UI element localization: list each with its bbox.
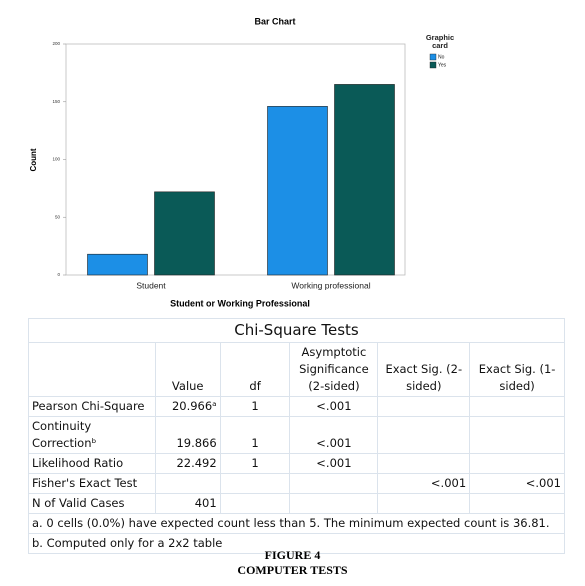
table-row: N of Valid Cases 401 <box>28 493 565 514</box>
header-row: Value df Asymptotic Significance (2-sided)… <box>28 342 565 397</box>
table-cell: 20.966ᵃ <box>154 396 221 417</box>
legend-swatch <box>429 61 437 69</box>
caption-line: FIGURE 4 <box>264 548 321 562</box>
table-cell <box>377 493 471 514</box>
table-cell: 1 <box>219 453 291 474</box>
caption-line: COMPUTER TESTS <box>237 563 348 577</box>
y-axis-label: Count <box>29 148 38 171</box>
figure-caption: FIGURE 4 COMPUTER TESTS <box>0 548 585 578</box>
table-cell: N of Valid Cases <box>28 493 156 514</box>
footnote: a. 0 cells (0.0%) have expected count le… <box>28 513 565 534</box>
y-tick-label: 100 <box>52 157 60 162</box>
header-cell: df <box>219 342 291 397</box>
table-cell: <.001 <box>377 473 471 494</box>
title-row: Chi-Square Tests <box>28 318 565 343</box>
table-cell: <.001 <box>289 453 379 474</box>
table-cell <box>289 493 379 514</box>
bar <box>87 253 148 276</box>
header-cell: Exact Sig. (2-sided) <box>377 342 471 397</box>
legend-label: Yes <box>438 62 447 68</box>
table-cell: <.001 <box>289 416 379 454</box>
chart: Bar Chart Student or Working Professiona… <box>29 16 454 308</box>
table-cell <box>377 453 471 474</box>
table-cell <box>377 396 471 417</box>
header-cell: Value <box>154 342 221 397</box>
y-tick-label: 150 <box>52 99 60 104</box>
header-cell <box>28 342 156 397</box>
legend-swatch <box>429 53 437 61</box>
header-cell: Exact Sig. (1-sided) <box>469 342 565 397</box>
table-row: Continuity Correctionᵇ 19.866 1 <.001 <box>28 416 565 454</box>
x-tick-label: Working professional <box>291 280 370 290</box>
legend-title: Graphic card <box>426 33 454 50</box>
table-cell: Continuity Correctionᵇ <box>28 416 156 454</box>
x-tick-label: Student <box>136 280 166 290</box>
y-tick-label: 50 <box>55 214 61 219</box>
table-row: Likelihood Ratio 22.492 1 <.001 <box>28 453 565 474</box>
table-cell <box>469 416 565 454</box>
table-cell: <.001 <box>289 396 379 417</box>
footnote-row: b. Computed only for a 2x2 table <box>28 533 565 554</box>
table-cell <box>219 493 291 514</box>
table-row: Pearson Chi-Square 20.966ᵃ 1 <.001 <box>28 396 565 417</box>
chart-title: Bar Chart <box>254 16 295 26</box>
table-cell: <.001 <box>469 473 565 494</box>
table-cell: 1 <box>219 416 291 454</box>
header-cell: Asymptotic Significance (2-sided) <box>289 342 379 397</box>
table-cell <box>469 396 565 417</box>
table-title: Chi-Square Tests <box>28 318 565 343</box>
legend-label: No <box>438 54 445 60</box>
table-cell: 401 <box>154 493 221 514</box>
table-cell: 19.866 <box>154 416 221 454</box>
table-cell <box>219 473 291 494</box>
table-cell: 1 <box>219 396 291 417</box>
footnote: b. Computed only for a 2x2 table <box>28 533 565 554</box>
table-cell: Likelihood Ratio <box>28 453 156 474</box>
bar <box>334 84 395 276</box>
bar <box>267 106 328 276</box>
footnote-row: a. 0 cells (0.0%) have expected count le… <box>28 513 565 534</box>
table-cell: 22.492 <box>154 453 221 474</box>
table-cell <box>469 493 565 514</box>
x-axis-label: Student or Working Professional <box>170 298 310 308</box>
y-tick-label: 0 <box>57 272 60 277</box>
table-cell <box>469 453 565 474</box>
table-cell <box>154 473 221 494</box>
y-tick-label: 200 <box>52 41 60 46</box>
table-cell <box>289 473 379 494</box>
table-cell <box>377 416 471 454</box>
table-cell: Fisher's Exact Test <box>28 473 156 494</box>
table-row: Fisher's Exact Test <.001 <.001 <box>28 473 565 494</box>
chi-square-table: Chi-Square Tests Value df Asymptotic Signif… <box>28 318 565 554</box>
bar <box>154 191 215 276</box>
table-cell: Pearson Chi-Square <box>28 396 156 417</box>
